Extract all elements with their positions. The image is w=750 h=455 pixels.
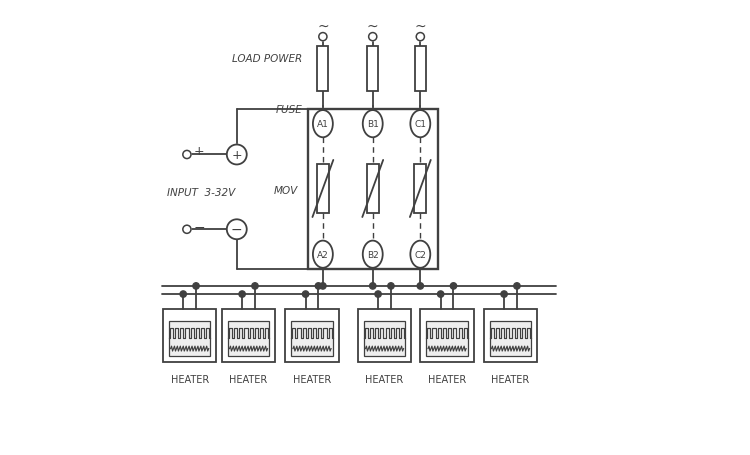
Text: B1: B1 bbox=[367, 120, 379, 129]
FancyBboxPatch shape bbox=[490, 321, 531, 357]
FancyBboxPatch shape bbox=[364, 321, 405, 357]
Circle shape bbox=[388, 283, 394, 289]
Circle shape bbox=[226, 220, 247, 240]
Ellipse shape bbox=[313, 111, 333, 138]
Text: B2: B2 bbox=[367, 250, 379, 259]
Text: ~: ~ bbox=[415, 19, 426, 33]
Circle shape bbox=[416, 34, 424, 42]
FancyBboxPatch shape bbox=[317, 164, 328, 214]
Text: HEATER: HEATER bbox=[365, 374, 404, 384]
FancyBboxPatch shape bbox=[291, 321, 333, 357]
Circle shape bbox=[302, 291, 309, 298]
Circle shape bbox=[375, 291, 381, 298]
FancyBboxPatch shape bbox=[228, 321, 269, 357]
FancyBboxPatch shape bbox=[415, 164, 426, 214]
Text: HEATER: HEATER bbox=[428, 374, 466, 384]
Circle shape bbox=[320, 283, 326, 289]
Circle shape bbox=[370, 283, 376, 289]
Text: ~: ~ bbox=[317, 19, 328, 33]
Circle shape bbox=[501, 291, 507, 298]
FancyBboxPatch shape bbox=[420, 310, 474, 362]
Text: ~: ~ bbox=[367, 19, 379, 33]
FancyBboxPatch shape bbox=[367, 164, 379, 214]
Circle shape bbox=[315, 283, 322, 289]
Text: INPUT  3-32V: INPUT 3-32V bbox=[166, 188, 235, 197]
FancyBboxPatch shape bbox=[317, 46, 328, 92]
Text: HEATER: HEATER bbox=[230, 374, 268, 384]
FancyBboxPatch shape bbox=[169, 321, 211, 357]
Text: −: − bbox=[194, 221, 206, 234]
Text: HEATER: HEATER bbox=[170, 374, 208, 384]
FancyBboxPatch shape bbox=[285, 310, 339, 362]
Ellipse shape bbox=[363, 241, 382, 268]
FancyBboxPatch shape bbox=[484, 310, 537, 362]
Circle shape bbox=[193, 283, 200, 289]
FancyBboxPatch shape bbox=[222, 310, 275, 362]
Circle shape bbox=[319, 34, 327, 42]
Circle shape bbox=[180, 291, 187, 298]
FancyBboxPatch shape bbox=[426, 321, 468, 357]
Circle shape bbox=[514, 283, 520, 289]
Text: FUSE: FUSE bbox=[276, 105, 302, 115]
Text: C1: C1 bbox=[414, 120, 426, 129]
Text: C2: C2 bbox=[415, 250, 426, 259]
Circle shape bbox=[369, 34, 376, 42]
Text: +: + bbox=[194, 145, 204, 158]
FancyBboxPatch shape bbox=[308, 110, 437, 269]
Text: HEATER: HEATER bbox=[293, 374, 332, 384]
Text: +: + bbox=[232, 149, 242, 162]
Ellipse shape bbox=[313, 241, 333, 268]
Text: HEATER: HEATER bbox=[491, 374, 530, 384]
Text: MOV: MOV bbox=[274, 186, 298, 195]
FancyBboxPatch shape bbox=[415, 46, 426, 92]
Circle shape bbox=[450, 283, 457, 289]
Ellipse shape bbox=[410, 111, 430, 138]
Circle shape bbox=[239, 291, 245, 298]
Ellipse shape bbox=[363, 111, 382, 138]
Text: −: − bbox=[231, 223, 242, 237]
Circle shape bbox=[437, 291, 444, 298]
Ellipse shape bbox=[410, 241, 430, 268]
Circle shape bbox=[226, 145, 247, 165]
Circle shape bbox=[417, 283, 424, 289]
Circle shape bbox=[252, 283, 258, 289]
FancyBboxPatch shape bbox=[358, 310, 411, 362]
Text: A1: A1 bbox=[317, 120, 328, 129]
FancyBboxPatch shape bbox=[368, 46, 378, 92]
Text: LOAD POWER: LOAD POWER bbox=[232, 54, 302, 64]
Text: A2: A2 bbox=[317, 250, 328, 259]
FancyBboxPatch shape bbox=[163, 310, 216, 362]
Circle shape bbox=[183, 226, 191, 234]
Circle shape bbox=[183, 151, 191, 159]
